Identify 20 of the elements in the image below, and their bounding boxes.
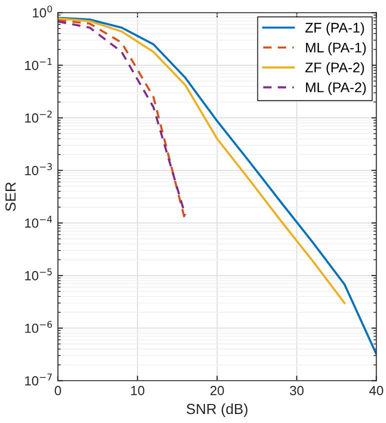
x-axis-title: SNR (dB) [186, 403, 248, 418]
legend-label: ZF (PA-2) [305, 62, 364, 76]
y-tick-label: 10$^{−4}$ [25, 216, 52, 228]
x-tick-label: 30 [290, 386, 304, 396]
y-tick-label: 10$^{−5}$ [25, 268, 52, 280]
y-tick-label: 10$^{−7}$ [25, 374, 52, 386]
y-tick-label: 10$^{−2}$ [25, 110, 52, 123]
y-tick-label: 10$^{0}$ [32, 5, 52, 18]
y-axis-title: SER [5, 182, 16, 212]
x-tick-label: 20 [210, 386, 224, 396]
y-tick-label: 10$^{−3}$ [25, 163, 52, 176]
legend-label: ZF (PA-1) [305, 22, 364, 36]
x-tick-label: 40 [369, 386, 384, 396]
x-tick-label: 0 [54, 386, 62, 396]
y-tick-label: 10$^{−6}$ [25, 320, 52, 333]
legend-label: ML (PA-2) [306, 82, 366, 96]
x-tick-label: 10 [131, 386, 144, 396]
line-series [58, 16, 376, 356]
legend-label: ML (PA-1) [306, 42, 366, 56]
y-tick-label: 10$^{−1}$ [25, 58, 52, 70]
